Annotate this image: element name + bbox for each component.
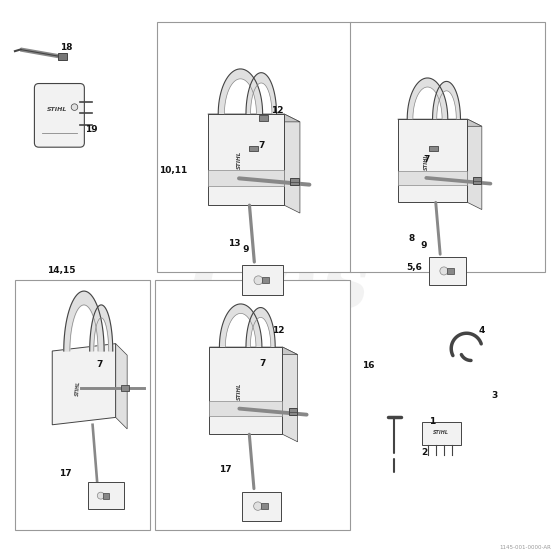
Polygon shape (398, 119, 468, 202)
Text: 9: 9 (418, 241, 428, 250)
Bar (261, 503, 268, 509)
Text: 7: 7 (259, 360, 265, 368)
Circle shape (254, 502, 262, 510)
Bar (249, 146, 258, 151)
FancyBboxPatch shape (34, 83, 85, 147)
Bar (291, 178, 299, 185)
Polygon shape (218, 69, 263, 114)
Text: STIHL: STIHL (46, 108, 67, 113)
Polygon shape (64, 291, 104, 351)
Text: 1145-001-0000-AR: 1145-001-0000-AR (500, 545, 552, 550)
Polygon shape (398, 171, 468, 185)
Text: STIHL: STIHL (237, 382, 242, 400)
Bar (422, 422, 461, 445)
Text: 17: 17 (59, 469, 72, 478)
Circle shape (97, 492, 104, 499)
Text: STIHL: STIHL (236, 151, 241, 169)
Text: 5,6: 5,6 (406, 263, 422, 272)
Bar (122, 385, 129, 391)
Polygon shape (90, 305, 113, 351)
Text: 7: 7 (259, 141, 265, 150)
Text: Ghs: Ghs (190, 245, 370, 325)
Polygon shape (398, 119, 482, 127)
Text: 10,11: 10,11 (159, 166, 188, 175)
Polygon shape (220, 304, 262, 347)
Bar (156, 22, 351, 272)
Bar (473, 178, 481, 184)
Bar (447, 268, 454, 274)
Polygon shape (208, 170, 284, 186)
Polygon shape (429, 257, 466, 285)
Polygon shape (208, 114, 284, 205)
Text: 2: 2 (422, 449, 428, 458)
Polygon shape (242, 492, 282, 521)
Text: 17: 17 (218, 465, 231, 474)
Text: 14,15: 14,15 (47, 265, 76, 274)
Text: STIHL: STIHL (433, 430, 449, 435)
Bar (259, 115, 268, 121)
Polygon shape (115, 344, 127, 429)
Circle shape (254, 276, 263, 284)
Bar (103, 493, 109, 498)
Text: 8: 8 (409, 234, 415, 244)
Polygon shape (407, 78, 448, 119)
Text: 1: 1 (430, 417, 436, 426)
Polygon shape (209, 347, 282, 434)
Polygon shape (282, 347, 297, 442)
Circle shape (440, 267, 448, 275)
Bar (262, 277, 269, 283)
Text: STIHL: STIHL (424, 153, 429, 170)
Polygon shape (432, 81, 460, 119)
Polygon shape (208, 114, 300, 122)
Polygon shape (242, 265, 283, 296)
Text: 19: 19 (85, 124, 98, 134)
Bar (16, 280, 150, 530)
Polygon shape (246, 307, 275, 347)
Polygon shape (209, 347, 297, 354)
Polygon shape (209, 401, 282, 416)
Polygon shape (246, 73, 277, 114)
Bar (155, 280, 349, 530)
Text: 3: 3 (492, 391, 498, 400)
Text: 12: 12 (270, 106, 283, 115)
Text: 16: 16 (362, 361, 375, 370)
Bar (350, 22, 545, 272)
Bar (58, 53, 67, 60)
Polygon shape (284, 114, 300, 213)
Text: 7: 7 (96, 360, 102, 369)
Circle shape (71, 104, 78, 110)
Bar (288, 408, 297, 416)
Polygon shape (88, 482, 124, 509)
Polygon shape (468, 119, 482, 209)
Polygon shape (52, 344, 115, 425)
Text: 7: 7 (424, 155, 430, 164)
Text: 4: 4 (479, 326, 485, 335)
Text: 13: 13 (228, 239, 241, 248)
Text: 12: 12 (272, 326, 285, 335)
Text: STIHL: STIHL (75, 380, 81, 396)
Text: 18: 18 (60, 43, 73, 52)
Text: 9: 9 (240, 245, 249, 254)
Bar (430, 146, 438, 151)
